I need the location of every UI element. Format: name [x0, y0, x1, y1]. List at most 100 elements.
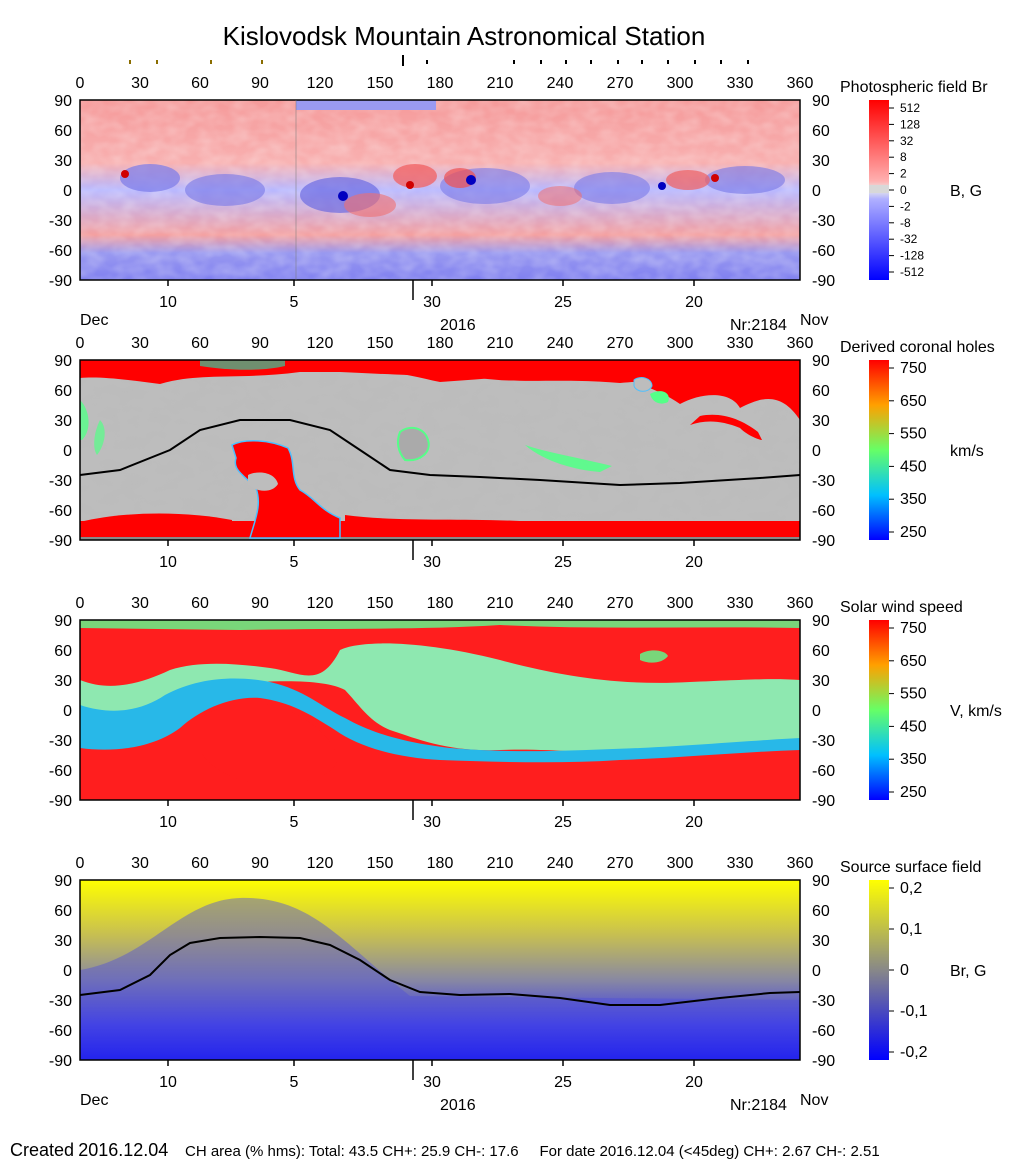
- y-tick-label-right: 30: [812, 673, 830, 690]
- colorbar-tick-label: 0,1: [900, 921, 922, 938]
- y-tick-label-left: -90: [49, 273, 72, 290]
- y-tick-label-right: 30: [812, 933, 830, 950]
- colorbar-tick-label: 450: [900, 458, 927, 475]
- month-right-label: Nov: [800, 312, 828, 329]
- x-tick-label: 240: [547, 595, 574, 612]
- colorbar-tick-label: 250: [900, 784, 927, 801]
- x-tick-label: 90: [251, 595, 269, 612]
- colorbar-unit-label: B, G: [950, 183, 982, 200]
- date-tick-label: 30: [423, 294, 441, 311]
- y-tick-label-right: -30: [812, 213, 835, 230]
- x-tick-label: 0: [76, 335, 85, 352]
- year-label: 2016: [440, 317, 476, 334]
- y-tick-label-left: -60: [49, 243, 72, 260]
- date-tick-label: 5: [290, 814, 299, 831]
- date-tick-label: 20: [685, 554, 703, 571]
- colorbar-3: Solar wind speed 750 650 550 450 350 250 V, km/…: [840, 599, 1002, 801]
- colorbar-4: Source surface field 0,2 0,1 0 -0,1 -0,2 Br, G: [840, 859, 986, 1061]
- date-tick-label: 10: [159, 1074, 177, 1091]
- colorbar-tick-label: 32: [900, 134, 914, 148]
- y-tick-label-right: 60: [812, 383, 830, 400]
- x-tick-label: 120: [307, 855, 334, 872]
- y-tick-label-left: 0: [63, 183, 72, 200]
- date-tick-label: 10: [159, 554, 177, 571]
- date-tick-label: 25: [554, 1074, 572, 1091]
- y-tick-label-left: 0: [63, 703, 72, 720]
- y-tick-label-left: 30: [54, 413, 72, 430]
- y-tick-label-left: 0: [63, 443, 72, 460]
- x-tick-label: 180: [427, 75, 454, 92]
- y-tick-label-left: -30: [49, 473, 72, 490]
- y-tick-label-left: -30: [49, 993, 72, 1010]
- colorbar-tick-label: 550: [900, 426, 927, 443]
- y-tick-label-left: -90: [49, 533, 72, 550]
- x-tick-label: 180: [427, 595, 454, 612]
- y-tick-label-left: 60: [54, 383, 72, 400]
- y-tick-label-left: -60: [49, 503, 72, 520]
- y-tick-label-right: -90: [812, 273, 835, 290]
- y-tick-label-left: 60: [54, 643, 72, 660]
- y-tick-label-right: 90: [812, 613, 830, 630]
- colorbar-tick-label: 750: [900, 360, 927, 377]
- panel-title: Source surface field: [840, 859, 981, 876]
- y-tick-label-right: 90: [812, 93, 830, 110]
- date-tick-label: 20: [685, 814, 703, 831]
- x-tick-label: 330: [727, 595, 754, 612]
- created-label: Created: [10, 1140, 75, 1160]
- x-tick-label: 360: [787, 335, 814, 352]
- x-tick-label: 150: [367, 335, 394, 352]
- colorbar-2: Derived coronal holes 750 650 550 450 350 250 k…: [840, 339, 995, 541]
- x-tick-label: 0: [76, 595, 85, 612]
- x-tick-label: 210: [487, 75, 514, 92]
- date-tick-label: 10: [159, 814, 177, 831]
- y-tick-label-right: 0: [812, 183, 821, 200]
- rotation-label: Nr:2184: [730, 317, 787, 334]
- colorbar-tick-label: 128: [900, 117, 920, 131]
- panel-solar-wind: [79, 619, 801, 801]
- rotation-label-bottom: Nr:2184: [730, 1097, 787, 1114]
- y-tick-label-right: 60: [812, 123, 830, 140]
- panel-title: Photospheric field Br: [840, 79, 988, 96]
- month-left-label-bottom: Dec: [80, 1092, 108, 1109]
- ch-area-text: CH area (% hms): Total: 43.5 CH+: 25.9 C…: [184, 1143, 519, 1160]
- x-tick-label: 270: [607, 335, 634, 352]
- y-tick-label-right: 30: [812, 153, 830, 170]
- panel-title: Solar wind speed: [840, 599, 963, 616]
- main-title: Kislovodsk Mountain Astronomical Station: [223, 21, 706, 51]
- y-tick-label-left: 60: [54, 123, 72, 140]
- y-tick-label-right: 90: [812, 873, 830, 890]
- y-tick-label-left: -60: [49, 763, 72, 780]
- x-tick-label: 330: [727, 75, 754, 92]
- x-tick-label: 210: [487, 855, 514, 872]
- footer: Created 2016.12.04 CH area (% hms): Tota…: [10, 1140, 880, 1161]
- y-tick-label-right: -60: [812, 243, 835, 260]
- x-tick-label: 30: [131, 855, 149, 872]
- x-tick-label: 60: [191, 595, 209, 612]
- date-tick-label: 30: [423, 814, 441, 831]
- colorbar-tick-label: -8: [900, 216, 911, 230]
- colorbar-tick-label: 350: [900, 751, 927, 768]
- year-label-bottom: 2016: [440, 1097, 476, 1114]
- colorbar-tick-label: 512: [900, 101, 920, 115]
- y-tick-label-right: 30: [812, 413, 830, 430]
- colorbar-tick-label: 0,2: [900, 880, 922, 897]
- y-tick-label-left: 60: [54, 903, 72, 920]
- y-tick-label-left: -90: [49, 793, 72, 810]
- x-tick-label: 330: [727, 855, 754, 872]
- x-tick-label: 30: [131, 335, 149, 352]
- y-tick-label-right: -90: [812, 533, 835, 550]
- x-tick-label: 90: [251, 855, 269, 872]
- date-tick-label: 25: [554, 294, 572, 311]
- y-tick-label-left: -60: [49, 1023, 72, 1040]
- y-tick-label-right: 0: [812, 703, 821, 720]
- x-tick-label: 210: [487, 595, 514, 612]
- colorbar-unit-label: Br, G: [950, 963, 986, 980]
- date-tick-label: 25: [554, 814, 572, 831]
- x-tick-label: 360: [787, 75, 814, 92]
- y-tick-label-left: -30: [49, 213, 72, 230]
- x-tick-label: 30: [131, 75, 149, 92]
- date-tick-label: 25: [554, 554, 572, 571]
- colorbar-tick-label: 450: [900, 718, 927, 735]
